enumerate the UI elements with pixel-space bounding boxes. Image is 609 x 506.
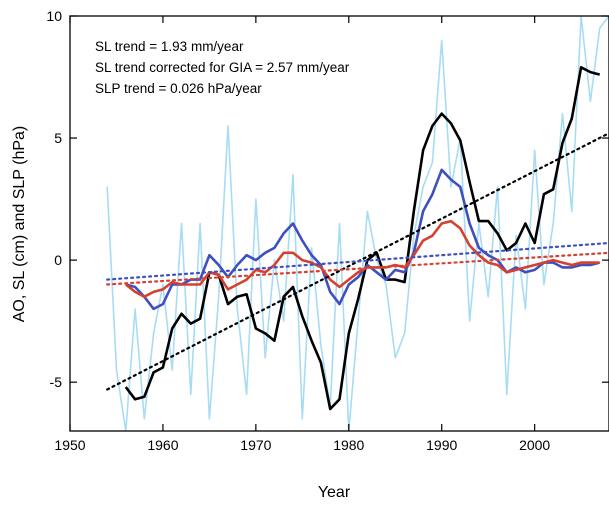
series-layer [106, 16, 609, 431]
sea-level-line [124, 66, 601, 411]
y-tick-label: -5 [50, 374, 63, 390]
ao-index-line [106, 16, 609, 431]
x-tick-label: 1950 [54, 437, 85, 453]
ticks-layer: 1950 1960 1970 1980 1990 2000 -5 0 5 10 [46, 8, 609, 453]
x-tick-label: 1980 [333, 437, 364, 453]
annotation-sl-gia-trend: SL trend corrected for GIA = 2.57 mm/yea… [95, 60, 350, 75]
y-tick-label: 0 [54, 252, 62, 268]
annotation-sl-trend: SL trend = 1.93 mm/year [95, 39, 244, 54]
x-tick-label: 2000 [519, 437, 550, 453]
y-tick-label: 10 [46, 8, 62, 24]
x-tick-label: 1990 [426, 437, 457, 453]
sl-gia-trend-line [106, 241, 609, 281]
annotations: SL trend = 1.93 mm/year SL trend correct… [95, 39, 350, 96]
y-axis-title: AO, SL (cm) and SLP (hPa) [11, 126, 28, 323]
x-tick-label: 1960 [147, 437, 178, 453]
x-axis-title: Year [318, 484, 351, 501]
y-tick-label: 5 [54, 130, 62, 146]
plot-frame [69, 15, 609, 432]
slp-trend-line [106, 251, 609, 286]
x-tick-label: 1970 [240, 437, 271, 453]
annotation-slp-trend: SLP trend = 0.026 hPa/year [95, 81, 262, 96]
